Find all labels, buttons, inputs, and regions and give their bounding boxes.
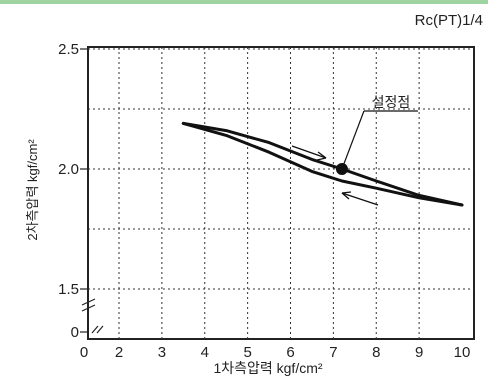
decreasing-arrow-line — [341, 192, 379, 206]
chart-header-text: Rc(PT)1/4 — [415, 12, 483, 29]
y-tick-label: 2.5 — [58, 41, 79, 58]
x-tick-label: 0 — [80, 344, 88, 361]
decreasing-arrow-head — [341, 191, 352, 200]
grid — [88, 47, 474, 339]
y-axis-ticks: 0 1.5 2.0 2.5 — [58, 41, 88, 341]
direction-arrows — [291, 145, 379, 206]
increasing-arrow-head — [316, 151, 327, 161]
y-axis-label: 2차측압력 kgf/cm² — [25, 139, 40, 241]
x-axis-ticks: 0 2 3 4 5 6 7 8 9 10 — [80, 344, 471, 361]
x-axis-label: 1차측압력 kgf/cm² — [213, 360, 322, 376]
top-accent-bar — [0, 0, 488, 4]
x-tick-label: 7 — [329, 344, 337, 361]
y-tick-label: 2.0 — [58, 161, 79, 178]
x-tick-label: 3 — [158, 344, 166, 361]
x-tick-label: 5 — [243, 344, 251, 361]
series-lower-curve — [181, 121, 464, 207]
set-point-label: 설정점 — [372, 94, 411, 110]
series-upper-curve — [181, 121, 464, 207]
y-tick-label: 1.5 — [58, 281, 79, 298]
x-tick-label: 8 — [372, 344, 380, 361]
x-tick-label: 10 — [454, 344, 471, 361]
axis-breaks — [81, 298, 104, 334]
plot-frame — [87, 46, 475, 340]
x-tick-label: 6 — [286, 344, 294, 361]
x-tick-label: 2 — [115, 344, 123, 361]
set-point-leader-line — [341, 110, 365, 170]
y-axis-break-mark — [81, 298, 96, 312]
x-tick-label: 4 — [201, 344, 209, 361]
series-layer — [181, 121, 464, 207]
x-axis-break-mark — [91, 325, 104, 334]
x-tick-label: 9 — [415, 344, 423, 361]
increasing-arrow-line — [291, 145, 327, 159]
y-tick-label: 0 — [71, 324, 79, 341]
